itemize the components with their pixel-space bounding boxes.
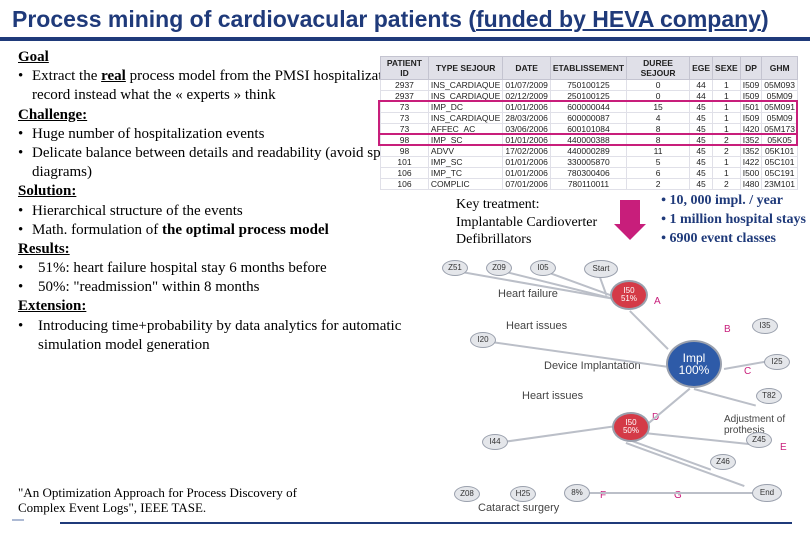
col-ghm: GHM [762, 57, 798, 80]
table-row: 73INS_CARDIAQUE28/03/20066000000874451I5… [381, 113, 798, 124]
col-patient-id: PATIENT ID [381, 57, 429, 80]
extension-b1: •Introducing time+probability by data an… [18, 317, 458, 355]
letter-b: B [724, 324, 731, 335]
node-z45: Z45 [746, 432, 772, 448]
label-device-implantation: Device Implantation [544, 360, 641, 372]
table-row: 106COMPLIC07/01/20067801100112452I48023M… [381, 179, 798, 190]
col-etablissement: ETABLISSEMENT [550, 57, 626, 80]
node-i05: I05 [530, 260, 556, 276]
slide-title: Process mining of cardiovacular patients… [0, 0, 810, 41]
solution-b2: •Math. formulation of the optimal proces… [18, 221, 458, 240]
node-pct8: 8% [564, 484, 590, 502]
node-z51: Z51 [442, 260, 468, 276]
edge [496, 425, 615, 443]
table-row: 98IMP_SC01/01/20064400003888452I35205K05 [381, 135, 798, 146]
letter-e: E [780, 442, 787, 453]
label-heart-issues-1: Heart issues [506, 320, 567, 332]
process-diagram: Heart failure Heart issues Heart issues … [434, 256, 808, 526]
results-b2: •50%: "readmission" within 8 months [18, 278, 458, 297]
table-row: 73AFFEC_AC03/06/20066001010848451I42005M… [381, 124, 798, 135]
pmsi-table: PATIENT IDTYPE SEJOURDATEETABLISSEMENTDU… [380, 56, 798, 190]
key-treatment: Key treatment: Implantable Cardioverter … [456, 196, 597, 249]
footer-logo-icon: ⎯⎯ [12, 512, 44, 534]
col-sexe: SEXE [713, 57, 741, 80]
node-h25: H25 [510, 486, 536, 502]
edge [574, 492, 754, 494]
stats-block: • 10, 000 impl. / year • 1 million hospi… [661, 192, 806, 249]
col-ege: EGE [690, 57, 713, 80]
edge [694, 388, 756, 406]
title-main: Process mining of cardiovacular patients [12, 6, 468, 32]
node-z09: Z09 [486, 260, 512, 276]
paren-open: ( [468, 6, 476, 32]
results-b1: •51%: heart failure hospital stay 6 mont… [18, 259, 458, 278]
node-i25: I25 [764, 354, 790, 370]
paren-close: ) [761, 6, 769, 32]
title-sub: funded by HEVA company [476, 6, 761, 32]
node-i502: I5050% [612, 412, 650, 442]
edge [629, 310, 668, 349]
footnote: "An Optimization Approach for Process Di… [18, 485, 308, 516]
results-head: Results: [18, 240, 458, 259]
node-z46: Z46 [710, 454, 736, 470]
node-i44: I44 [482, 434, 508, 450]
col-type-sejour: TYPE SEJOUR [428, 57, 502, 80]
node-i501: I5051% [610, 280, 648, 310]
table-row: 101IMP_SC01/01/20063300058705451I42205C1… [381, 157, 798, 168]
solution-b1: •Hierarchical structure of the events [18, 202, 458, 221]
table-row: 2937INS_CARDIAQUE02/12/20092501001250441… [381, 91, 798, 102]
node-t82: T82 [756, 388, 782, 404]
label-heart-issues-2: Heart issues [522, 390, 583, 402]
label-heart-failure: Heart failure [498, 288, 558, 300]
table-row: 2937INS_CARDIAQUE01/07/20097501001250441… [381, 80, 798, 91]
extension-head: Extension: [18, 297, 458, 316]
label-cataract: Cataract surgery [478, 502, 559, 514]
edge [632, 440, 711, 470]
node-z08: Z08 [454, 486, 480, 502]
node-i20: I20 [470, 332, 496, 348]
node-start: Start [584, 260, 618, 278]
letter-c: C [744, 366, 751, 377]
col-duree-sejour: DUREE SEJOUR [627, 57, 690, 80]
table-row: 106IMP_TC01/01/20067803004066451I50005C1… [381, 168, 798, 179]
node-impl: Impl100% [666, 340, 722, 388]
col-date: DATE [503, 57, 551, 80]
node-i35: I35 [752, 318, 778, 334]
edge [647, 388, 691, 425]
col-dp: DP [740, 57, 762, 80]
letter-a: A [654, 296, 661, 307]
table-row: 73IMP_DC01/01/200660000004415451I50105M0… [381, 102, 798, 113]
node-end: End [752, 484, 782, 502]
table-row: 98ADVV17/02/200644000028911452I35205K101 [381, 146, 798, 157]
